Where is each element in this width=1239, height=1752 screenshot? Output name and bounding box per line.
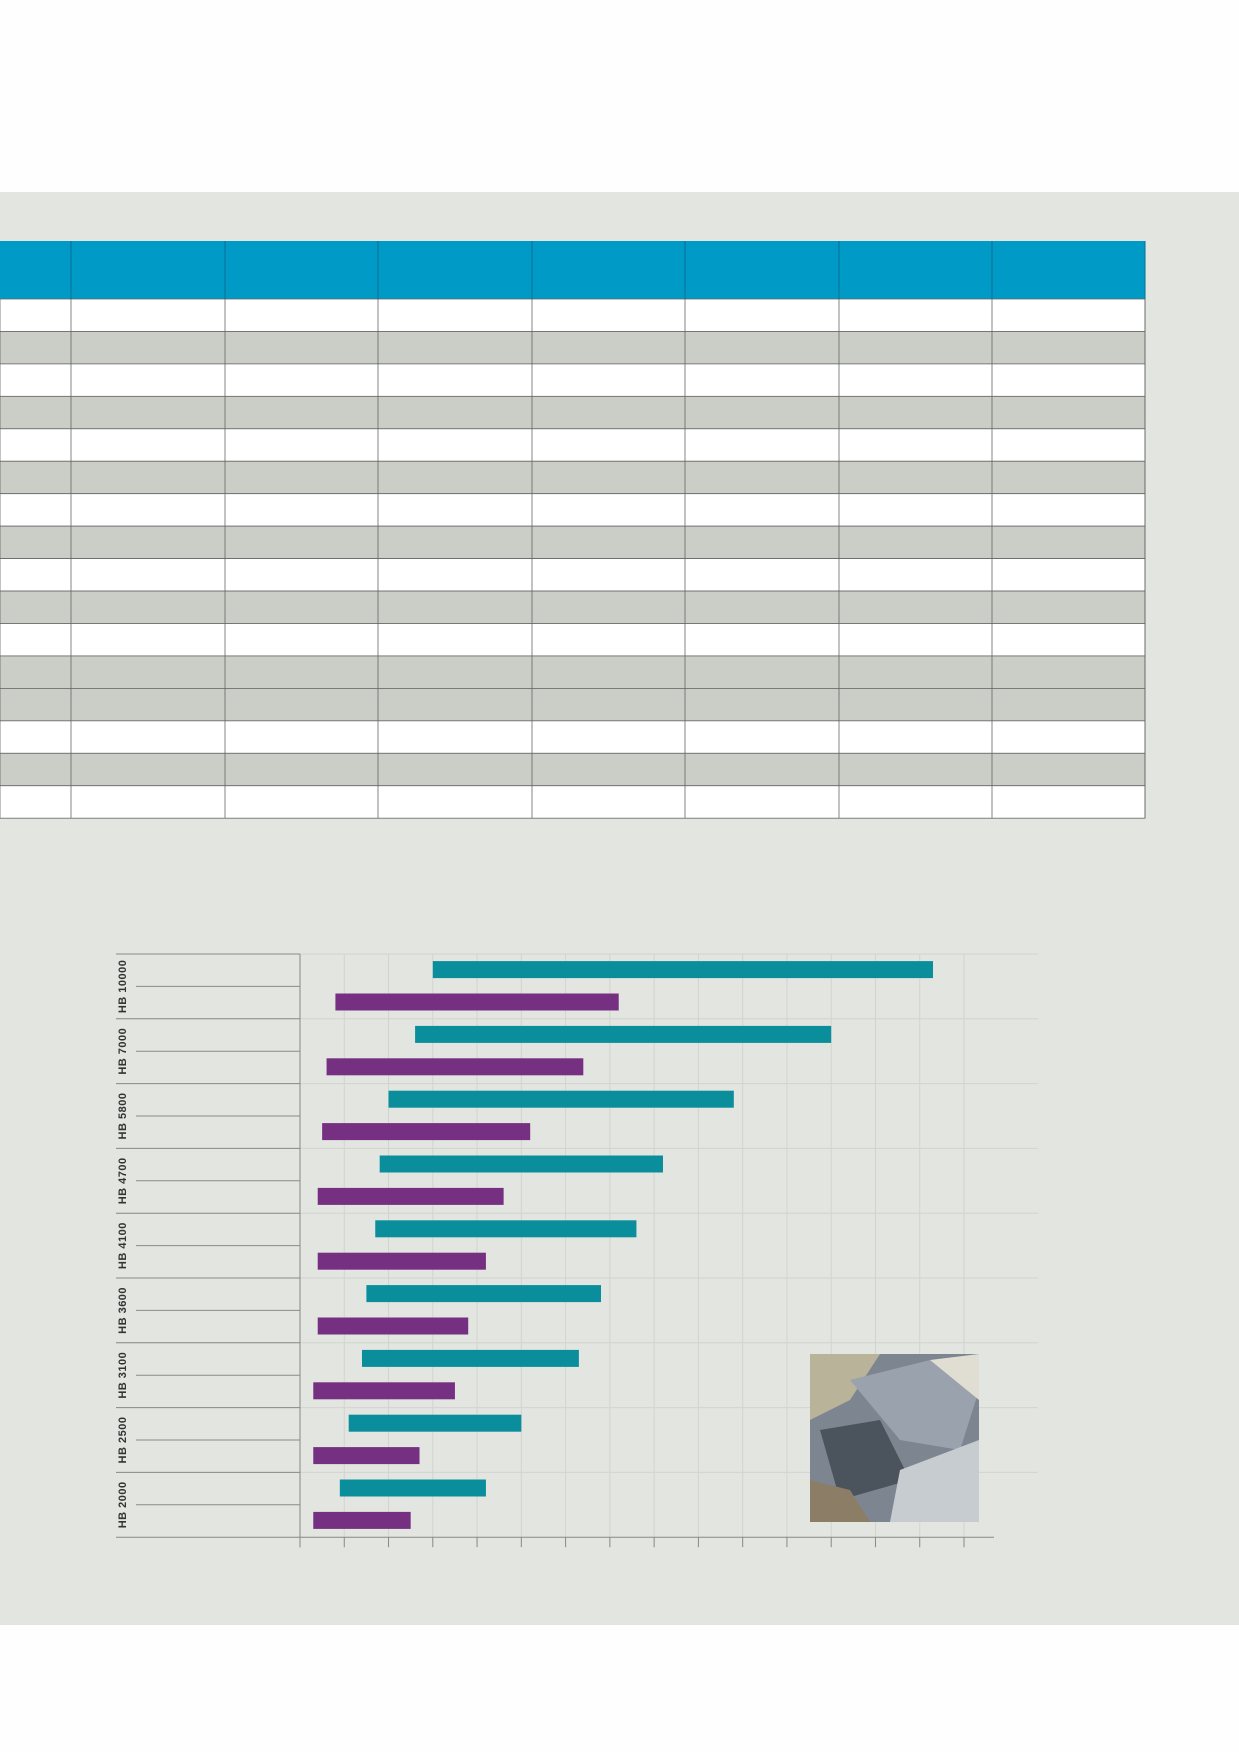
table-header (0, 241, 1145, 299)
table-row (0, 558, 1146, 592)
table-row (0, 720, 1146, 754)
category-label: HB 5800 (117, 1093, 129, 1140)
table-row (0, 298, 1146, 332)
range-bar (366, 1285, 602, 1303)
range-bar (313, 1511, 411, 1529)
category-label: HB 2000 (117, 1481, 129, 1528)
range-bar (388, 1090, 734, 1108)
range-bar (326, 1058, 584, 1076)
range-bar (432, 961, 934, 979)
table-row (0, 428, 1146, 462)
range-bar (317, 1317, 469, 1335)
range-bar (313, 1447, 420, 1465)
range-bar (348, 1414, 522, 1432)
range-bar (415, 1025, 832, 1043)
table-row (0, 655, 1146, 689)
category-label: HB 3100 (117, 1352, 129, 1399)
table-row (0, 493, 1146, 527)
table-row (0, 785, 1146, 819)
category-label: HB 4700 (117, 1157, 129, 1204)
range-bar (313, 1382, 455, 1400)
range-bar (335, 993, 619, 1011)
range-bar (361, 1349, 579, 1367)
range-bar (379, 1155, 663, 1173)
range-bar (322, 1123, 531, 1141)
table-row (0, 752, 1146, 787)
range-bar (375, 1220, 637, 1238)
photo (810, 1354, 979, 1522)
table-row (0, 623, 1146, 657)
plot: HB 10000 HB 7000 HB 5800 HB 4700 HB 4100 HB 3… (116, 953, 1038, 1548)
range-bar (317, 1187, 504, 1205)
category-label: HB 10000 (117, 960, 129, 1014)
category-label: HB 2500 (117, 1417, 129, 1464)
category-label: HB 4100 (117, 1222, 129, 1269)
table-row (0, 363, 1146, 397)
category-label: HB 7000 (117, 1028, 129, 1075)
table-row (0, 688, 1146, 722)
table-row (0, 460, 1146, 495)
category-label: HB 3600 (117, 1287, 129, 1334)
range-bar (339, 1479, 486, 1497)
range-bar (317, 1252, 486, 1270)
